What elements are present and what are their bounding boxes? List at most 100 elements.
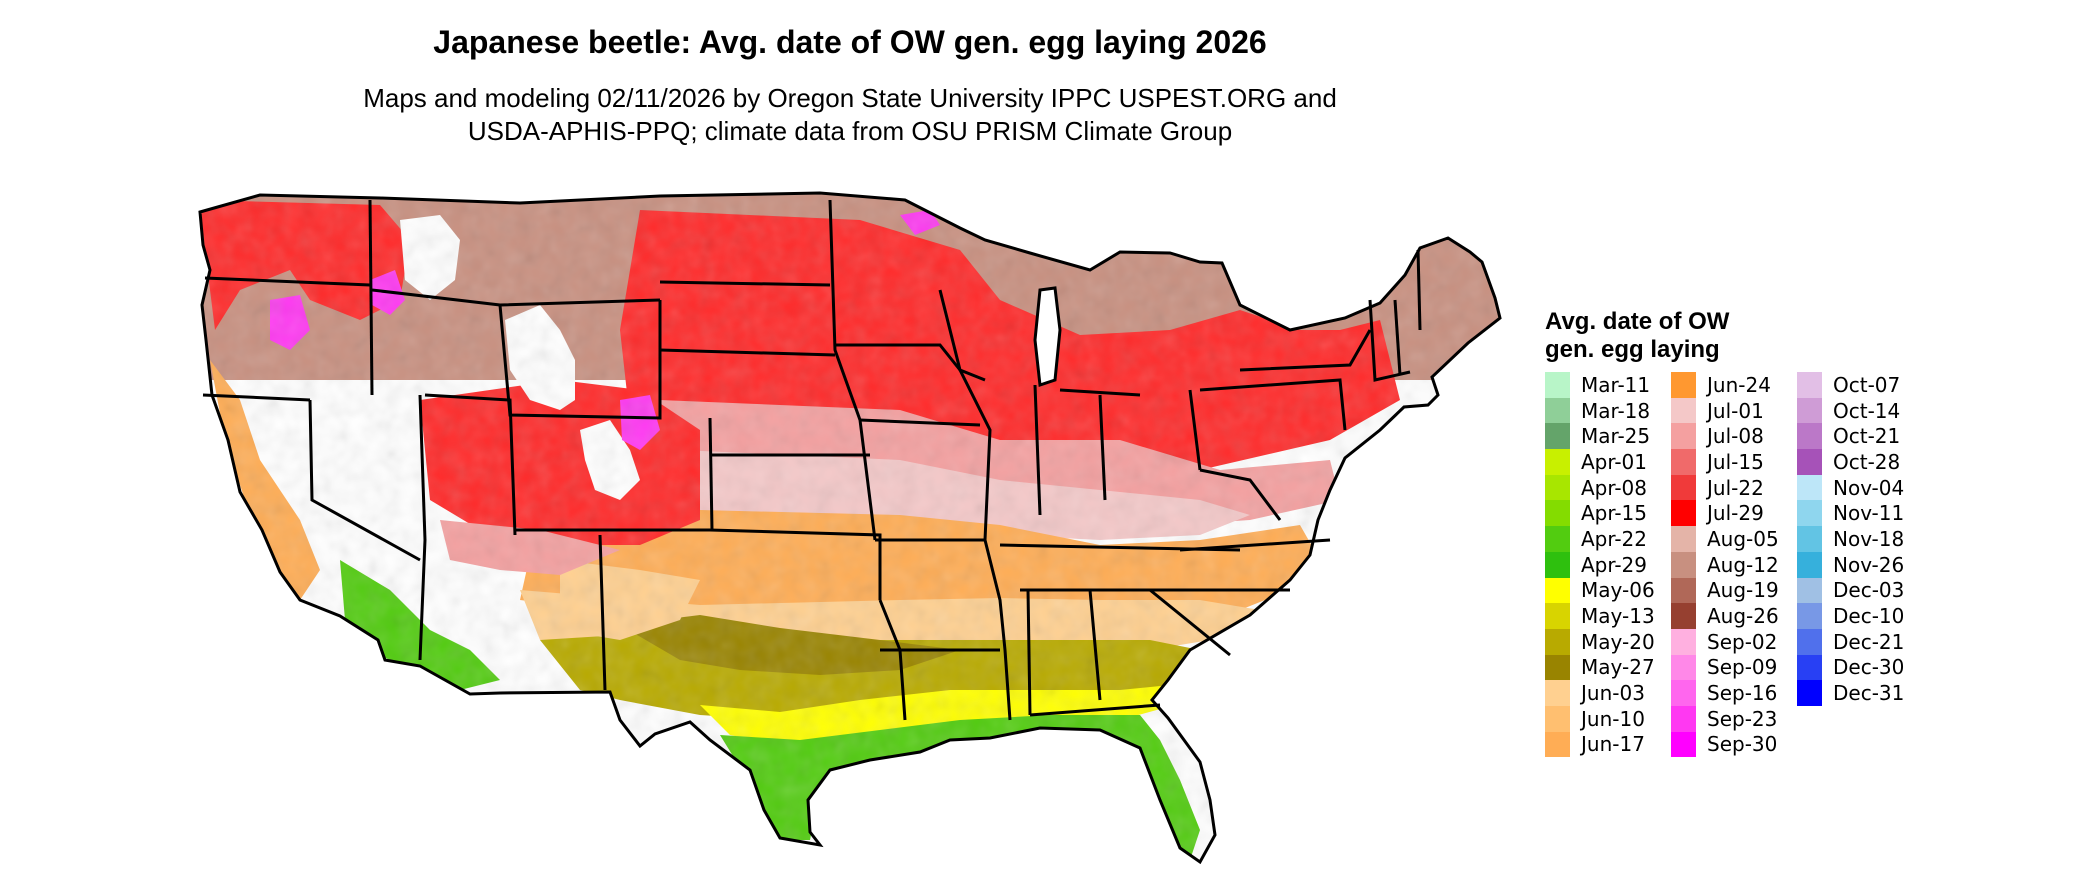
- legend-item: Nov-18: [1797, 526, 1904, 552]
- legend-swatch: [1671, 449, 1696, 475]
- legend-item: Oct-07: [1797, 372, 1904, 398]
- legend-swatch: [1671, 500, 1696, 527]
- legend-swatch: [1797, 423, 1822, 450]
- legend-title-line-2: gen. egg laying: [1545, 336, 1720, 363]
- border-al-ga: [1088, 589, 1102, 701]
- legend-swatch: [1797, 397, 1822, 424]
- legend-swatch: [1545, 372, 1570, 398]
- border-plains-east: [828, 199, 877, 541]
- legend-swatch: [1797, 372, 1822, 398]
- legend-item: Oct-21: [1797, 423, 1904, 450]
- border-new-england: [1368, 299, 1411, 382]
- legend-swatch: [1545, 500, 1570, 527]
- legend-swatch: [1671, 526, 1696, 552]
- legend-swatch: [1545, 680, 1570, 706]
- legend-item: Dec-31: [1797, 680, 1904, 706]
- legend-item: Sep-23: [1671, 705, 1779, 732]
- legend-swatch: [1545, 397, 1570, 424]
- legend-item: Jun-17: [1545, 731, 1655, 758]
- legend-item: Dec-30: [1797, 654, 1905, 681]
- legend-item: Jun-03: [1545, 680, 1655, 706]
- legend-item: Apr-22: [1545, 526, 1655, 552]
- legend-label: Oct-21: [1833, 424, 1901, 449]
- legend-item: Oct-14: [1797, 397, 1904, 424]
- border-nv-ut: [418, 394, 427, 541]
- border-ny: [1239, 329, 1372, 372]
- legend-label: Jun-03: [1581, 681, 1645, 706]
- legend-label: Dec-21: [1833, 629, 1905, 654]
- border-wy: [498, 300, 662, 420]
- legend-swatch: [1545, 731, 1570, 758]
- legend-swatch: [1797, 603, 1822, 629]
- legend-item: Dec-03: [1797, 577, 1904, 604]
- legend-label: Aug-26: [1707, 604, 1779, 629]
- legend-item: Dec-10: [1797, 603, 1904, 629]
- legend-item: May-06: [1545, 577, 1655, 604]
- legend-label: Nov-18: [1833, 526, 1905, 551]
- legend-label: Jul-15: [1707, 449, 1764, 474]
- legend-label: Apr-15: [1581, 501, 1647, 526]
- border-ms-al: [1026, 589, 1032, 716]
- subtitle-line-1: Maps and modeling 02/11/2026 by Oregon S…: [363, 83, 1337, 113]
- legend-label: Apr-08: [1581, 475, 1647, 500]
- legend-item: Apr-29: [1545, 551, 1655, 578]
- legend-label: Oct-14: [1833, 398, 1901, 423]
- legend-swatch: [1671, 577, 1696, 604]
- subtitle-line-2: USDA-APHIS-PPQ; climate data from OSU PR…: [467, 116, 1233, 146]
- legend-item: Dec-21: [1797, 628, 1905, 655]
- legend-swatch: [1545, 654, 1570, 681]
- legend-item: Mar-11: [1545, 372, 1655, 398]
- legend-item: Sep-02: [1671, 628, 1779, 655]
- lake-michigan: [1033, 286, 1062, 388]
- border-vt-nh: [1393, 299, 1402, 376]
- legend-label: Jul-01: [1707, 398, 1764, 423]
- legend-label: Apr-29: [1581, 552, 1647, 577]
- border-pa: [1199, 378, 1347, 431]
- legend-item: Oct-28: [1797, 449, 1904, 475]
- legend-label: Jun-24: [1707, 372, 1771, 397]
- state-boundaries: [202, 199, 1422, 721]
- legend-swatch: [1545, 577, 1570, 604]
- border-mississippi: [958, 369, 1012, 721]
- legend-swatch: [1797, 500, 1822, 527]
- us-map: [198, 191, 1502, 864]
- legend-label: Mar-25: [1581, 424, 1651, 449]
- legend-label: Sep-30: [1707, 732, 1778, 757]
- legend-item: Jul-08: [1671, 423, 1779, 450]
- legend-label: Jul-22: [1707, 475, 1764, 500]
- legend-item: Jul-29: [1671, 500, 1779, 527]
- legend-item: Sep-09: [1671, 654, 1779, 681]
- border-nm-east: [598, 534, 607, 691]
- legend-swatch: [1671, 680, 1696, 706]
- legend-swatch: [1671, 705, 1696, 732]
- border-dakotas: [659, 280, 831, 287]
- legend-swatch: [1797, 449, 1822, 475]
- legend-item: Mar-18: [1545, 397, 1655, 424]
- legend-label: Dec-30: [1833, 655, 1905, 680]
- legend-item: Apr-08: [1545, 474, 1655, 501]
- legend-swatch: [1671, 628, 1696, 655]
- legend-swatch: [1545, 551, 1570, 578]
- border-il-in: [1033, 384, 1042, 516]
- legend-swatch: [1797, 654, 1822, 681]
- legend-swatch: [1671, 551, 1696, 578]
- border-id-west: [368, 199, 374, 396]
- legend-swatch: [1797, 577, 1822, 604]
- legend-column-1: Mar-11 Mar-18 Mar-25 Apr-01 Apr-08 Apr-15 Apr-…: [1545, 372, 1655, 758]
- legend-swatch: [1545, 526, 1570, 552]
- legend-label: Nov-11: [1833, 501, 1905, 526]
- legend-swatch: [1797, 680, 1822, 706]
- border-az-nm: [418, 539, 427, 661]
- legend-swatch: [1545, 603, 1570, 629]
- legend-swatch: [1671, 397, 1696, 424]
- legend-label: Mar-11: [1581, 372, 1651, 397]
- legend-item: Aug-19: [1671, 577, 1779, 604]
- legend-item: Jul-15: [1671, 449, 1779, 475]
- legend-label: Apr-01: [1581, 449, 1647, 474]
- legend-swatch: [1671, 423, 1696, 450]
- legend-label: Jun-10: [1581, 706, 1645, 731]
- legend-swatch: [1671, 474, 1696, 501]
- border-wa-or: [204, 276, 371, 287]
- legend-item: Aug-12: [1671, 551, 1779, 578]
- legend-column-3: Oct-07 Oct-14 Oct-21 Oct-28 Nov-04 Nov-11 Nov-…: [1797, 372, 1904, 706]
